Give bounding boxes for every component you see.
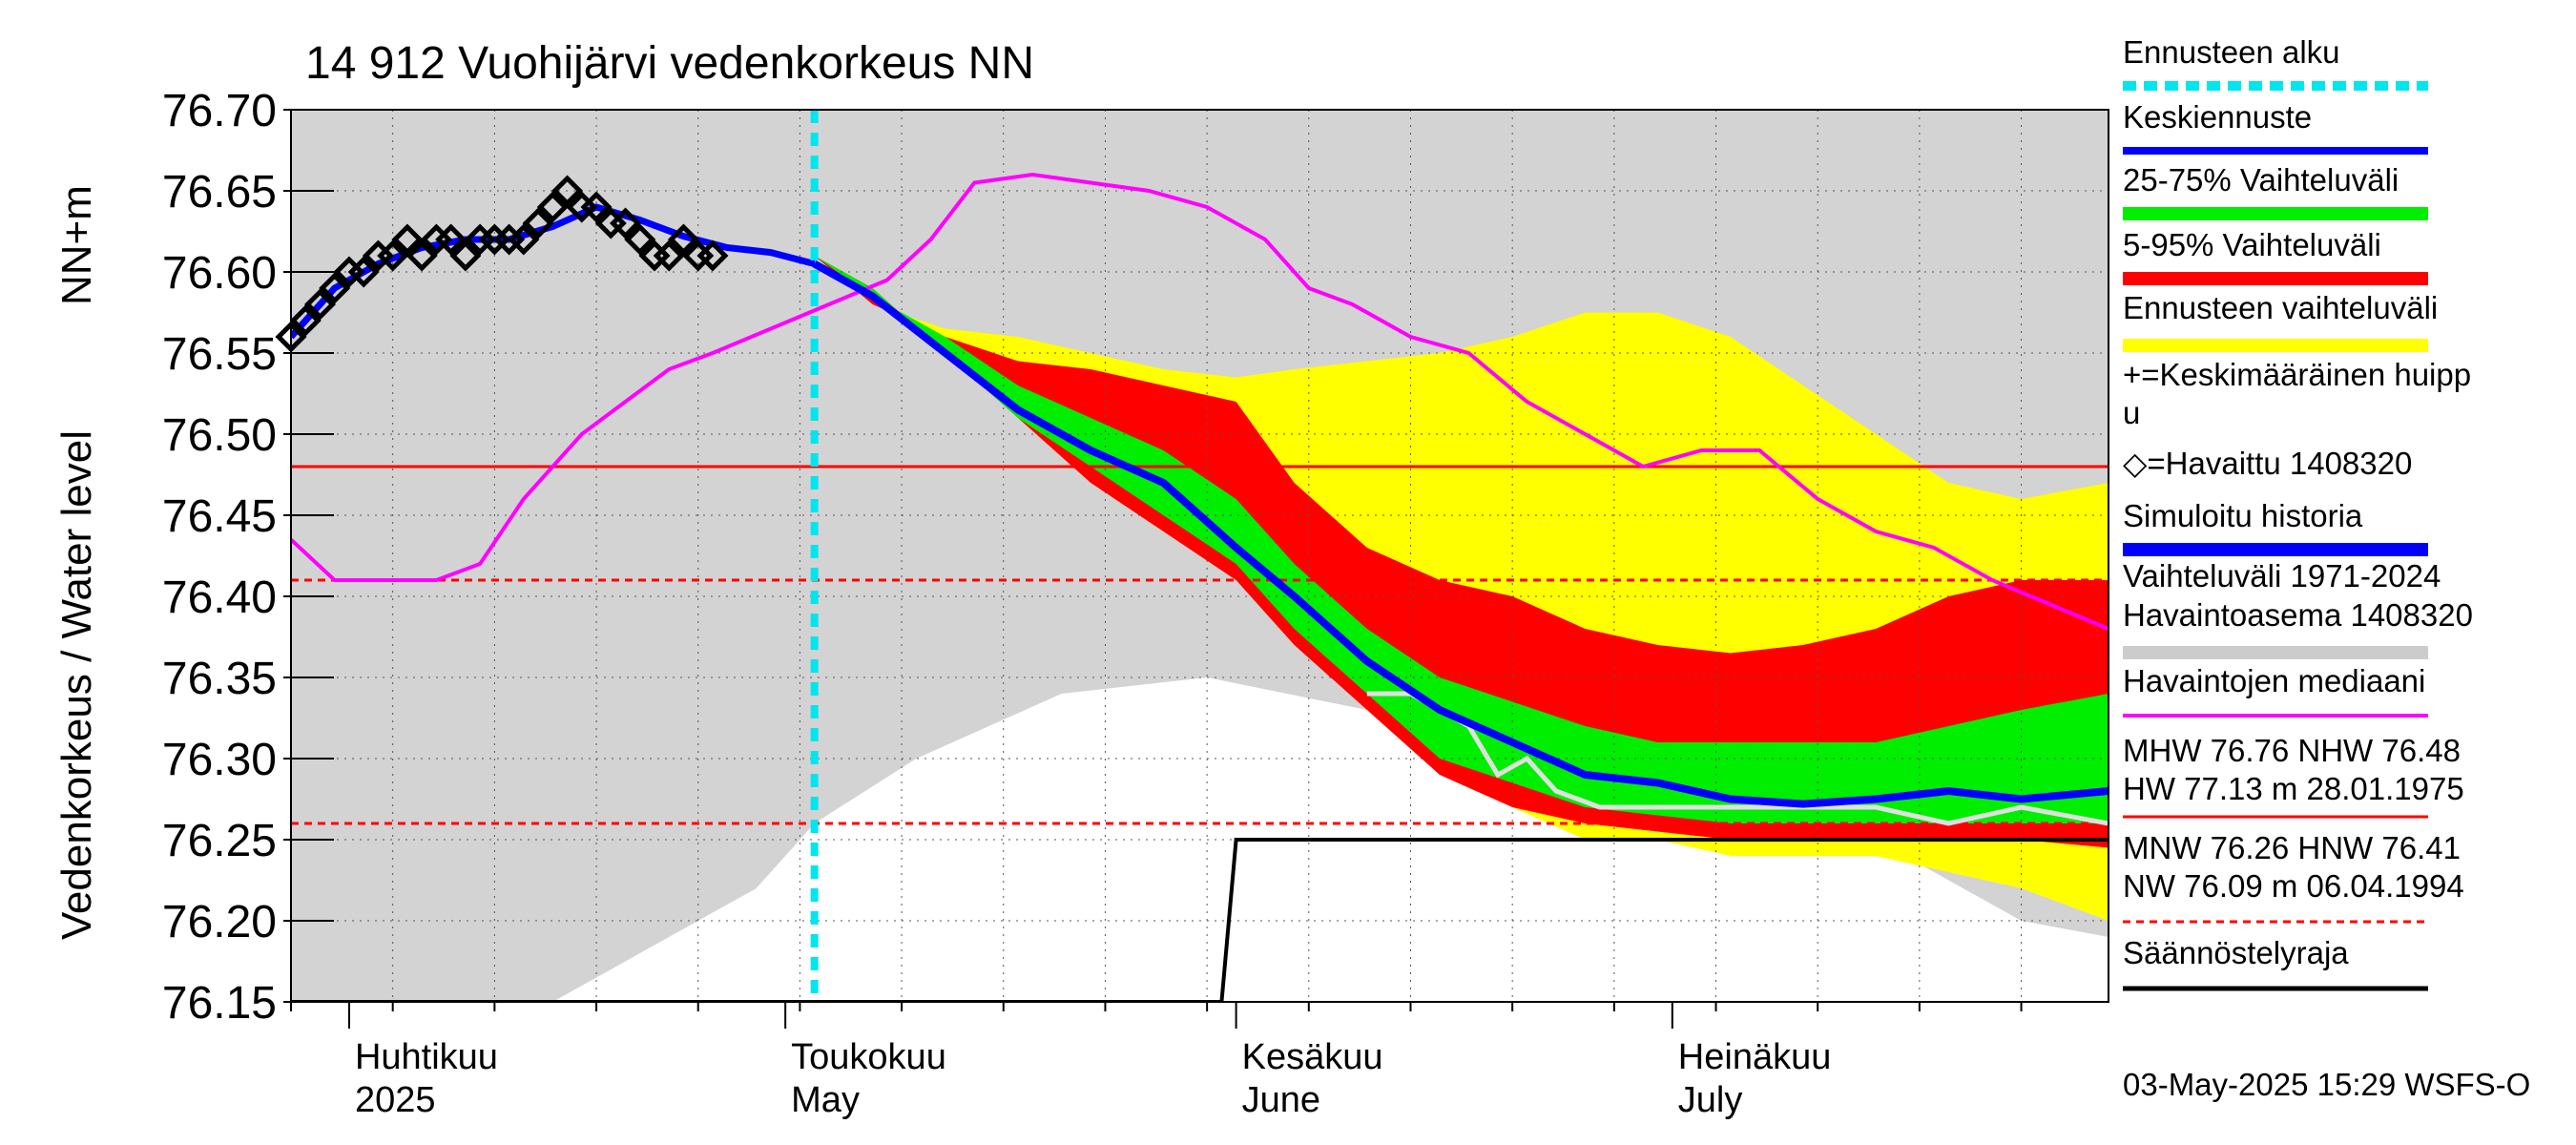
legend-label-line2: u xyxy=(2123,395,2140,430)
y-tick-label: 76.40 xyxy=(162,572,277,623)
legend-label: MNW 76.26 HNW 76.41 xyxy=(2123,830,2461,865)
y-axis-ticks: 76.70 76.65 76.60 76.55 76.50 76.45 76.40 76.35… xyxy=(162,86,334,1029)
x-month-label-en: June xyxy=(1242,1080,1320,1120)
observed-point xyxy=(609,207,642,239)
legend-label: 25-75% Vaihteluväli xyxy=(2123,162,2399,198)
observed-point xyxy=(391,223,424,256)
observed-point xyxy=(377,239,409,272)
observed-point xyxy=(303,288,337,321)
y-tick-label: 76.35 xyxy=(162,654,277,704)
observed-point xyxy=(551,175,584,207)
regulation-limit-line xyxy=(291,838,2109,1002)
x-month-label-fi: Toukokuu xyxy=(791,1037,946,1077)
observed-point xyxy=(405,239,438,272)
legend-label: Ennusteen vaihteluväli xyxy=(2123,290,2438,325)
legend-label-line2: Havaintoasema 1408320 xyxy=(2123,597,2473,633)
observed-point xyxy=(696,239,729,272)
y-axis-label: Vedenkorkeus / Water level xyxy=(53,430,100,940)
simulated-history-line xyxy=(291,203,816,340)
x-month-label-fi: Heinäkuu xyxy=(1678,1037,1832,1077)
footer-timestamp: 03-May-2025 15:29 WSFS-O xyxy=(2123,1067,2530,1102)
observed-point xyxy=(508,223,540,256)
y-tick-label: 76.25 xyxy=(162,816,277,866)
chart-title: 14 912 Vuohijärvi vedenkorkeus NN xyxy=(305,38,1034,89)
y-tick-label: 76.15 xyxy=(162,978,277,1029)
observed-point xyxy=(522,207,554,239)
x-month-label-en: May xyxy=(791,1080,860,1120)
legend-label: +=Keskimääräinen huipp xyxy=(2123,357,2471,392)
observed-point xyxy=(319,272,351,304)
legend: Ennusteen alku Keskiennuste 25-75% Vaihtel… xyxy=(2123,34,2473,991)
reference-lines xyxy=(291,465,2109,825)
legend-label: 5-95% Vaihteluväli xyxy=(2123,227,2381,262)
legend-label: ◇=Havaittu 1408320 xyxy=(2123,446,2412,481)
mean-forecast-line xyxy=(812,260,2109,808)
y-tick-label: 76.50 xyxy=(162,410,277,461)
observed-point xyxy=(449,239,482,272)
observed-point xyxy=(435,223,467,256)
y-axis-unit: NN+m xyxy=(53,185,100,305)
legend-label: MHW 76.76 NHW 76.48 xyxy=(2123,733,2461,768)
legend-label: Vaihteluväli 1971-2024 xyxy=(2123,558,2441,593)
y-tick-label: 76.60 xyxy=(162,248,277,299)
observed-point xyxy=(580,191,613,223)
p25-75-band xyxy=(814,256,2109,823)
observed-point xyxy=(289,304,322,337)
legend-label: Ennusteen alku xyxy=(2123,34,2340,70)
y-tick-label: 76.65 xyxy=(162,167,277,218)
legend-label-line2: NW 76.09 m 06.04.1994 xyxy=(2123,868,2464,904)
legend-label-line2: HW 77.13 m 28.01.1975 xyxy=(2123,771,2464,806)
observed-point xyxy=(653,239,685,272)
legend-label: Säännöstelyraja xyxy=(2123,935,2349,970)
y-tick-label: 76.30 xyxy=(162,735,277,785)
observed-point xyxy=(667,223,700,256)
x-month-label-en: 2025 xyxy=(355,1080,436,1120)
observed-point xyxy=(536,191,569,223)
median-observed-line xyxy=(291,172,2109,631)
x-month-label-fi: Huhtikuu xyxy=(355,1037,498,1077)
x-month-label-fi: Kesäkuu xyxy=(1242,1037,1383,1077)
observed-markers xyxy=(275,175,729,353)
y-tick-label: 76.70 xyxy=(162,86,277,136)
plot-frame xyxy=(290,109,2109,1003)
y-tick-label: 76.20 xyxy=(162,897,277,947)
legend-label: Keskiennuste xyxy=(2123,99,2312,135)
series-lines xyxy=(291,110,2109,1002)
y-tick-label: 76.45 xyxy=(162,491,277,542)
x-month-label-en: July xyxy=(1678,1080,1743,1120)
observed-point xyxy=(347,256,380,288)
observed-point xyxy=(624,223,656,256)
y-tick-label: 76.55 xyxy=(162,329,277,380)
p5-95-band xyxy=(814,256,2109,848)
legend-label: Havaintojen mediaani xyxy=(2123,663,2425,698)
historic-low-line xyxy=(1366,691,2109,826)
legend-label: Simuloitu historia xyxy=(2123,498,2363,533)
